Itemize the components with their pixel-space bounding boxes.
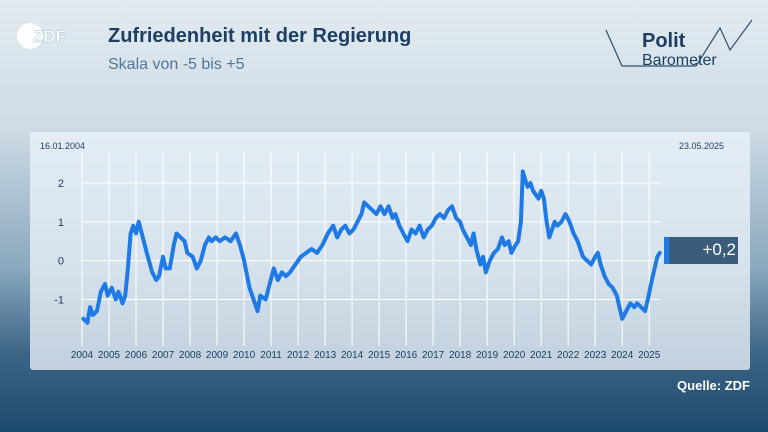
source-label: Quelle: ZDF xyxy=(677,378,750,393)
zdf-logo: ZDF xyxy=(17,23,66,49)
series-line xyxy=(81,169,662,325)
x-tick-label: 2015 xyxy=(368,350,391,361)
x-tick-label: 2011 xyxy=(260,350,282,361)
brand-line1: Polit xyxy=(642,30,686,52)
x-tick-label: 2005 xyxy=(98,350,121,361)
x-tick-label: 2013 xyxy=(314,350,337,361)
chart-panel xyxy=(30,132,750,370)
y-tick-label: 2 xyxy=(58,178,64,190)
y-tick-label: -1 xyxy=(54,294,64,306)
x-tick-label: 2018 xyxy=(449,350,472,361)
x-tick-label: 2025 xyxy=(638,350,661,361)
y-tick-label: 1 xyxy=(58,217,64,229)
x-tick-label: 2006 xyxy=(125,350,148,361)
y-axis-ticks: 2 1 0 -1 xyxy=(54,178,64,306)
x-tick-label: 2008 xyxy=(179,350,202,361)
x-tick-label: 2017 xyxy=(422,350,445,361)
x-tick-label: 2004 xyxy=(71,350,94,361)
svg-text:ZDF: ZDF xyxy=(33,27,66,46)
x-tick-label: 2007 xyxy=(152,350,175,361)
x-tick-label: 2021 xyxy=(530,350,553,361)
x-tick-label: 2009 xyxy=(206,350,229,361)
x-tick-label: 2024 xyxy=(611,350,634,361)
end-value-label: +0,2 xyxy=(702,240,736,259)
x-tick-label: 2014 xyxy=(341,350,364,361)
chart-subtitle: Skala von -5 bis +5 xyxy=(108,56,245,73)
chart-title: Zufriedenheit mit der Regierung xyxy=(108,25,412,47)
y-tick-label: 0 xyxy=(58,256,64,268)
x-tick-label: 2023 xyxy=(584,350,607,361)
x-tick-label: 2010 xyxy=(233,350,256,361)
x-tick-label: 2022 xyxy=(557,350,580,361)
politbarometer-logo: Polit Barometer xyxy=(605,19,753,69)
x-tick-label: 2020 xyxy=(503,350,526,361)
grid xyxy=(81,152,660,346)
x-tick-label: 2016 xyxy=(395,350,418,361)
end-value-marker xyxy=(664,237,669,264)
x-tick-label: 2012 xyxy=(287,350,310,361)
x-tick-label: 2019 xyxy=(476,350,499,361)
end-value-badge xyxy=(664,237,738,264)
brand-line2: Barometer xyxy=(642,52,717,69)
start-date-label: 16.01.2004 xyxy=(40,141,85,151)
end-date-label: 23.05.2025 xyxy=(679,141,724,151)
x-axis-ticks: 2004 2005 2006 2007 2008 2009 2010 2011 2012 2013… xyxy=(71,350,661,361)
